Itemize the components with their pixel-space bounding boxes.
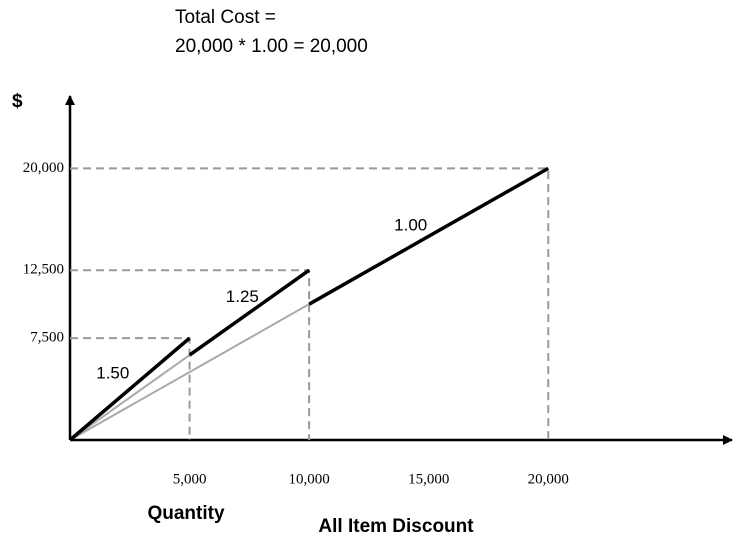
x-axis-label: Quantity xyxy=(147,503,224,524)
chart-subtitle: 20,000 * 1.00 = 20,000 xyxy=(175,36,368,57)
cost-segment xyxy=(188,268,311,357)
y-axis-label: $ xyxy=(12,91,23,112)
reference-line xyxy=(70,167,550,440)
cost-segment xyxy=(68,336,191,442)
segment-label: 1.00 xyxy=(394,216,427,235)
caption: All Item Discount xyxy=(318,516,474,537)
segment-label: 1.50 xyxy=(96,364,129,383)
y-tick-label: 12,500 xyxy=(23,262,64,278)
reference-ray xyxy=(69,303,310,441)
chart-title: Total Cost = xyxy=(175,7,276,28)
x-tick-label: 15,000 xyxy=(408,471,449,487)
x-tick-label: 20,000 xyxy=(528,471,569,487)
y-tick-label: 7,500 xyxy=(30,330,64,346)
segment-label: 1.25 xyxy=(226,287,259,306)
reference-ray xyxy=(69,354,191,441)
y-tick-label: 20,000 xyxy=(23,160,64,176)
x-tick-label: 5,000 xyxy=(173,471,207,487)
x-tick-label: 10,000 xyxy=(289,471,330,487)
cost-segment xyxy=(308,166,550,306)
